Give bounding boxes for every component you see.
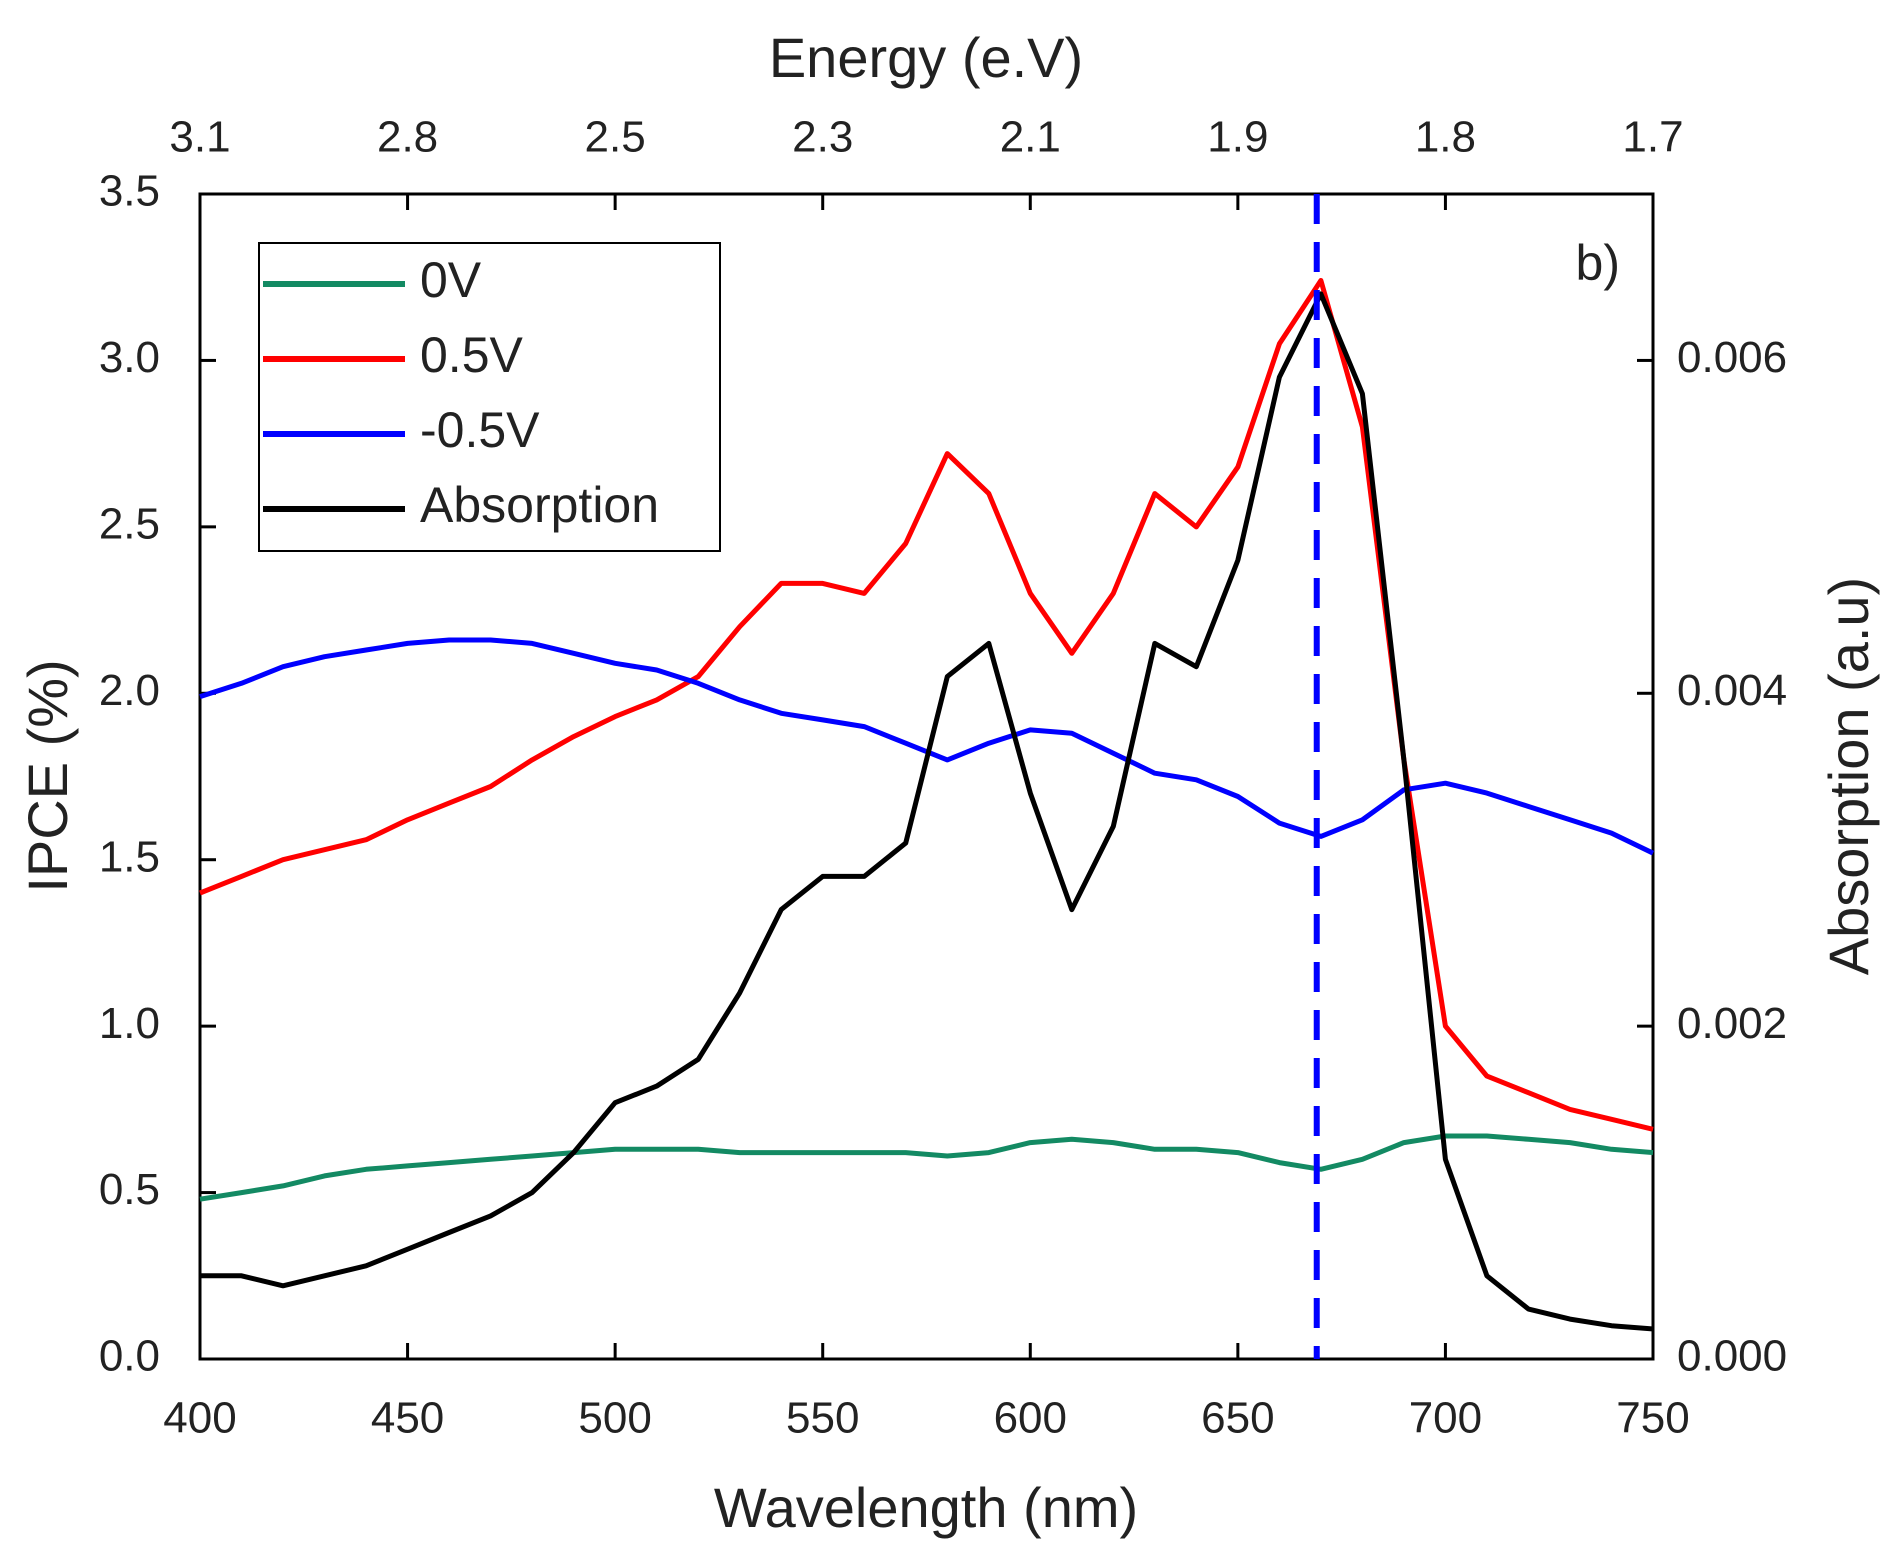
y-tick-label: 3.5 (99, 167, 160, 216)
y-tick-label: 1.0 (99, 999, 160, 1048)
series-line (200, 291, 1654, 1332)
x2-tick-label: 3.1 (169, 113, 230, 162)
legend-label: Absorption (420, 477, 659, 533)
x2-tick-label: 1.9 (1207, 113, 1268, 162)
legend-label: -0.5V (420, 402, 540, 458)
x-tick-label: 400 (163, 1394, 236, 1443)
x-tick-label: 650 (1201, 1394, 1274, 1443)
y-tick-label: 0.0 (99, 1332, 160, 1381)
x-tick-label: 700 (1409, 1394, 1482, 1443)
x-tick-label: 500 (578, 1394, 651, 1443)
series-line (199, 1133, 1654, 1202)
x2-tick-label: 2.3 (792, 113, 853, 162)
y-axis-title: IPCE (%) (16, 659, 79, 892)
x-tick-label: 550 (786, 1394, 859, 1443)
y-tick-label: 0.5 (99, 1165, 160, 1214)
x2-tick-label: 2.5 (585, 113, 646, 162)
legend-label: 0V (420, 252, 482, 308)
x-tick-label: 600 (994, 1394, 1067, 1443)
x-tick-label: 750 (1616, 1394, 1689, 1443)
panel-label: b) (1576, 235, 1620, 291)
series-line (199, 637, 1655, 856)
y-tick-label: 1.5 (99, 832, 160, 881)
y2-tick-label: 0.002 (1677, 999, 1787, 1048)
x-axis-title: Wavelength (nm) (714, 1476, 1138, 1539)
legend-box (258, 242, 721, 552)
y-tick-label: 3.0 (99, 333, 160, 382)
y2-tick-label: 0.006 (1677, 333, 1787, 382)
plot-frame (198, 192, 1655, 1361)
x2-tick-label: 1.7 (1622, 113, 1683, 162)
y-tick-label: 2.0 (99, 666, 160, 715)
y2-tick-label: 0.000 (1677, 1332, 1787, 1381)
x2-tick-label: 1.8 (1415, 113, 1476, 162)
legend-label: 0.5V (420, 327, 524, 383)
x2-axis-title: Energy (e.V) (769, 26, 1083, 89)
x2-tick-label: 2.1 (1000, 113, 1061, 162)
y-tick-label: 2.5 (99, 499, 160, 548)
x-tick-label: 450 (371, 1394, 444, 1443)
x2-tick-label: 2.8 (377, 113, 438, 162)
y2-axis-title: Absorption (a.u) (1817, 577, 1880, 975)
y2-tick-label: 0.004 (1677, 666, 1787, 715)
